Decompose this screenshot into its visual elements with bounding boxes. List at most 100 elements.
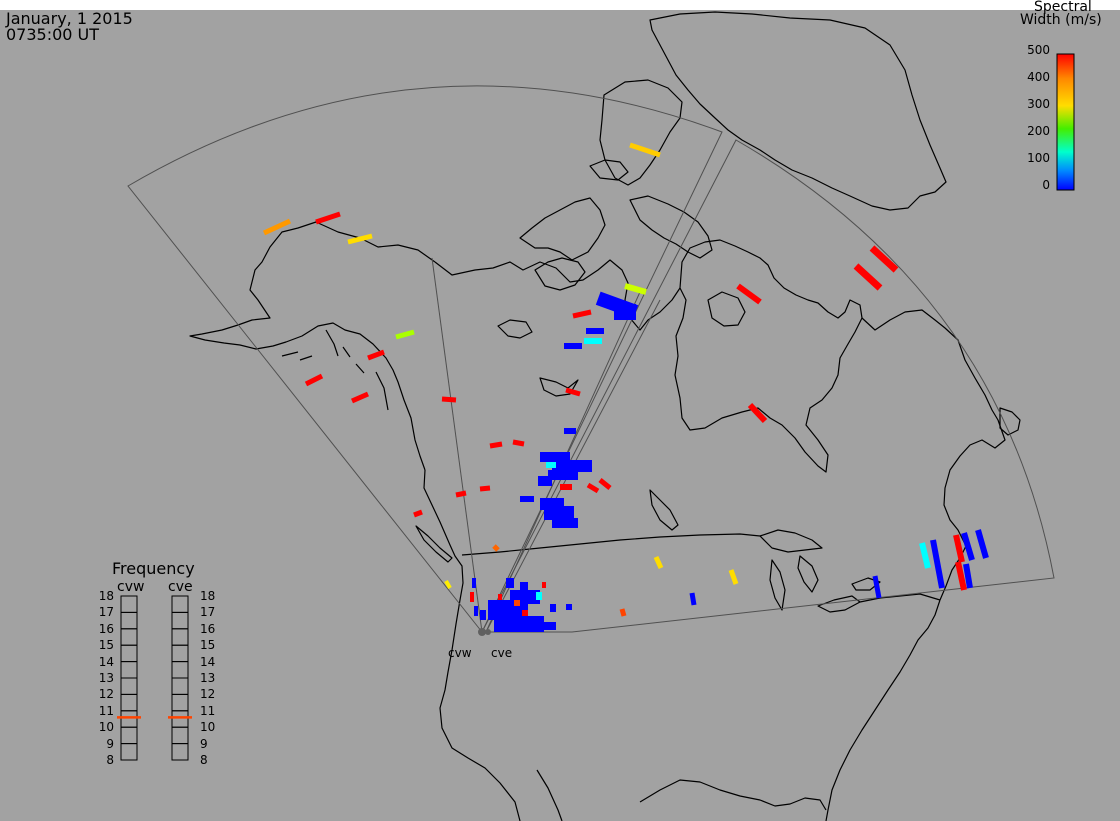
ellesmere-island bbox=[599, 79, 683, 186]
cell bbox=[853, 263, 883, 291]
colorbar-scale bbox=[1056, 53, 1075, 191]
frequency-cell bbox=[171, 693, 189, 712]
fields-of-view bbox=[127, 85, 1055, 633]
cell bbox=[586, 328, 604, 334]
vancouver-island bbox=[415, 525, 453, 563]
cell bbox=[566, 604, 572, 610]
colorbar-tick-label: 400 bbox=[1027, 70, 1050, 84]
frequency-tick-label: 10 bbox=[98, 720, 114, 735]
colorbar-tick-label: 500 bbox=[1027, 43, 1050, 57]
map-background bbox=[0, 10, 1120, 821]
cell bbox=[441, 396, 457, 403]
cell bbox=[480, 610, 486, 620]
cell bbox=[586, 482, 600, 494]
frequency-tick-label: 16 bbox=[200, 621, 216, 636]
cell bbox=[520, 582, 528, 590]
cell bbox=[564, 428, 576, 434]
cvw-frequency-column bbox=[120, 595, 138, 761]
greenland bbox=[649, 11, 947, 211]
frequency-cell bbox=[120, 710, 138, 728]
great-slave-lake bbox=[539, 377, 579, 397]
cell bbox=[262, 218, 292, 236]
frequency-cell bbox=[171, 710, 189, 728]
frequency-tick-label: 12 bbox=[200, 687, 216, 702]
arctic-archipelago bbox=[519, 197, 606, 261]
frequency-cell bbox=[171, 644, 189, 663]
cell bbox=[552, 460, 592, 472]
frequency-cell bbox=[171, 677, 189, 695]
cell bbox=[736, 283, 762, 305]
cell bbox=[629, 142, 661, 158]
cell bbox=[689, 592, 697, 606]
cell bbox=[304, 373, 324, 387]
cell bbox=[492, 544, 500, 552]
frequency-title: Frequency bbox=[112, 559, 195, 578]
colorbar-tick-label: 300 bbox=[1027, 97, 1050, 111]
cvw-fov-outline bbox=[127, 85, 723, 633]
cell bbox=[930, 539, 945, 589]
us-canada-border bbox=[461, 533, 761, 556]
victoria-island bbox=[534, 257, 586, 291]
cell bbox=[955, 561, 967, 591]
cell bbox=[919, 542, 931, 569]
frequency-cell bbox=[120, 677, 138, 695]
southampton-island bbox=[707, 291, 746, 327]
frequency-cell bbox=[120, 644, 138, 663]
newfoundland bbox=[999, 407, 1021, 436]
radar-data bbox=[262, 142, 989, 632]
cell bbox=[512, 439, 525, 447]
cell bbox=[564, 343, 582, 349]
cell bbox=[975, 529, 989, 559]
frequency-tick-label: 14 bbox=[200, 654, 216, 669]
cell bbox=[444, 580, 452, 589]
frequency-tick-label: 15 bbox=[200, 638, 216, 653]
devon-island bbox=[589, 159, 629, 181]
frequency-panel-boxes bbox=[120, 595, 189, 761]
frequency-tick-label: 13 bbox=[98, 671, 114, 685]
cvw-radar-site bbox=[478, 628, 486, 636]
frequency-tick-label: 18 bbox=[200, 589, 216, 603]
cell bbox=[961, 532, 975, 561]
baffin-island bbox=[629, 195, 713, 259]
cve-frequency-column bbox=[171, 595, 189, 761]
colorbar bbox=[1056, 53, 1075, 191]
frequency-cell bbox=[120, 661, 138, 679]
cvw-radar-label: cvw bbox=[448, 646, 472, 660]
us-canada-border-east bbox=[859, 593, 941, 603]
frequency-cell bbox=[171, 611, 189, 630]
cell bbox=[413, 509, 423, 518]
frequency-tick-label: 16 bbox=[98, 621, 114, 636]
frequency-cell bbox=[120, 611, 138, 630]
cvw-beam-line bbox=[431, 257, 483, 633]
cell bbox=[498, 594, 502, 600]
cve-fov-outline bbox=[481, 139, 1055, 633]
frequency-cell bbox=[171, 628, 189, 646]
cell bbox=[598, 478, 612, 490]
pacific-coast bbox=[423, 469, 521, 821]
colorbar-tick-label: 100 bbox=[1027, 151, 1050, 165]
cell bbox=[367, 349, 385, 361]
cell bbox=[536, 592, 542, 600]
cell bbox=[548, 470, 578, 480]
frequency-tick-label: 18 bbox=[98, 589, 114, 603]
cell bbox=[472, 578, 476, 588]
cve-radar-label: cve bbox=[491, 646, 513, 660]
frequency-tick-label: 8 bbox=[200, 753, 208, 767]
cell bbox=[514, 600, 520, 606]
cell bbox=[728, 569, 739, 585]
cell bbox=[520, 496, 534, 502]
cell bbox=[872, 575, 882, 599]
frequency-cell bbox=[120, 595, 138, 613]
frequency-tick-label: 10 bbox=[200, 720, 216, 735]
cell bbox=[544, 506, 574, 520]
frequency-tick-label: 8 bbox=[106, 753, 114, 767]
cell bbox=[572, 309, 592, 319]
cell bbox=[489, 441, 503, 449]
cell bbox=[542, 582, 546, 588]
cell bbox=[506, 578, 514, 588]
cell bbox=[540, 452, 570, 462]
frequency-tick-label: 11 bbox=[200, 703, 216, 718]
frequency-cell bbox=[120, 628, 138, 646]
frequency-tick-label: 9 bbox=[106, 736, 114, 751]
cell bbox=[538, 476, 552, 486]
